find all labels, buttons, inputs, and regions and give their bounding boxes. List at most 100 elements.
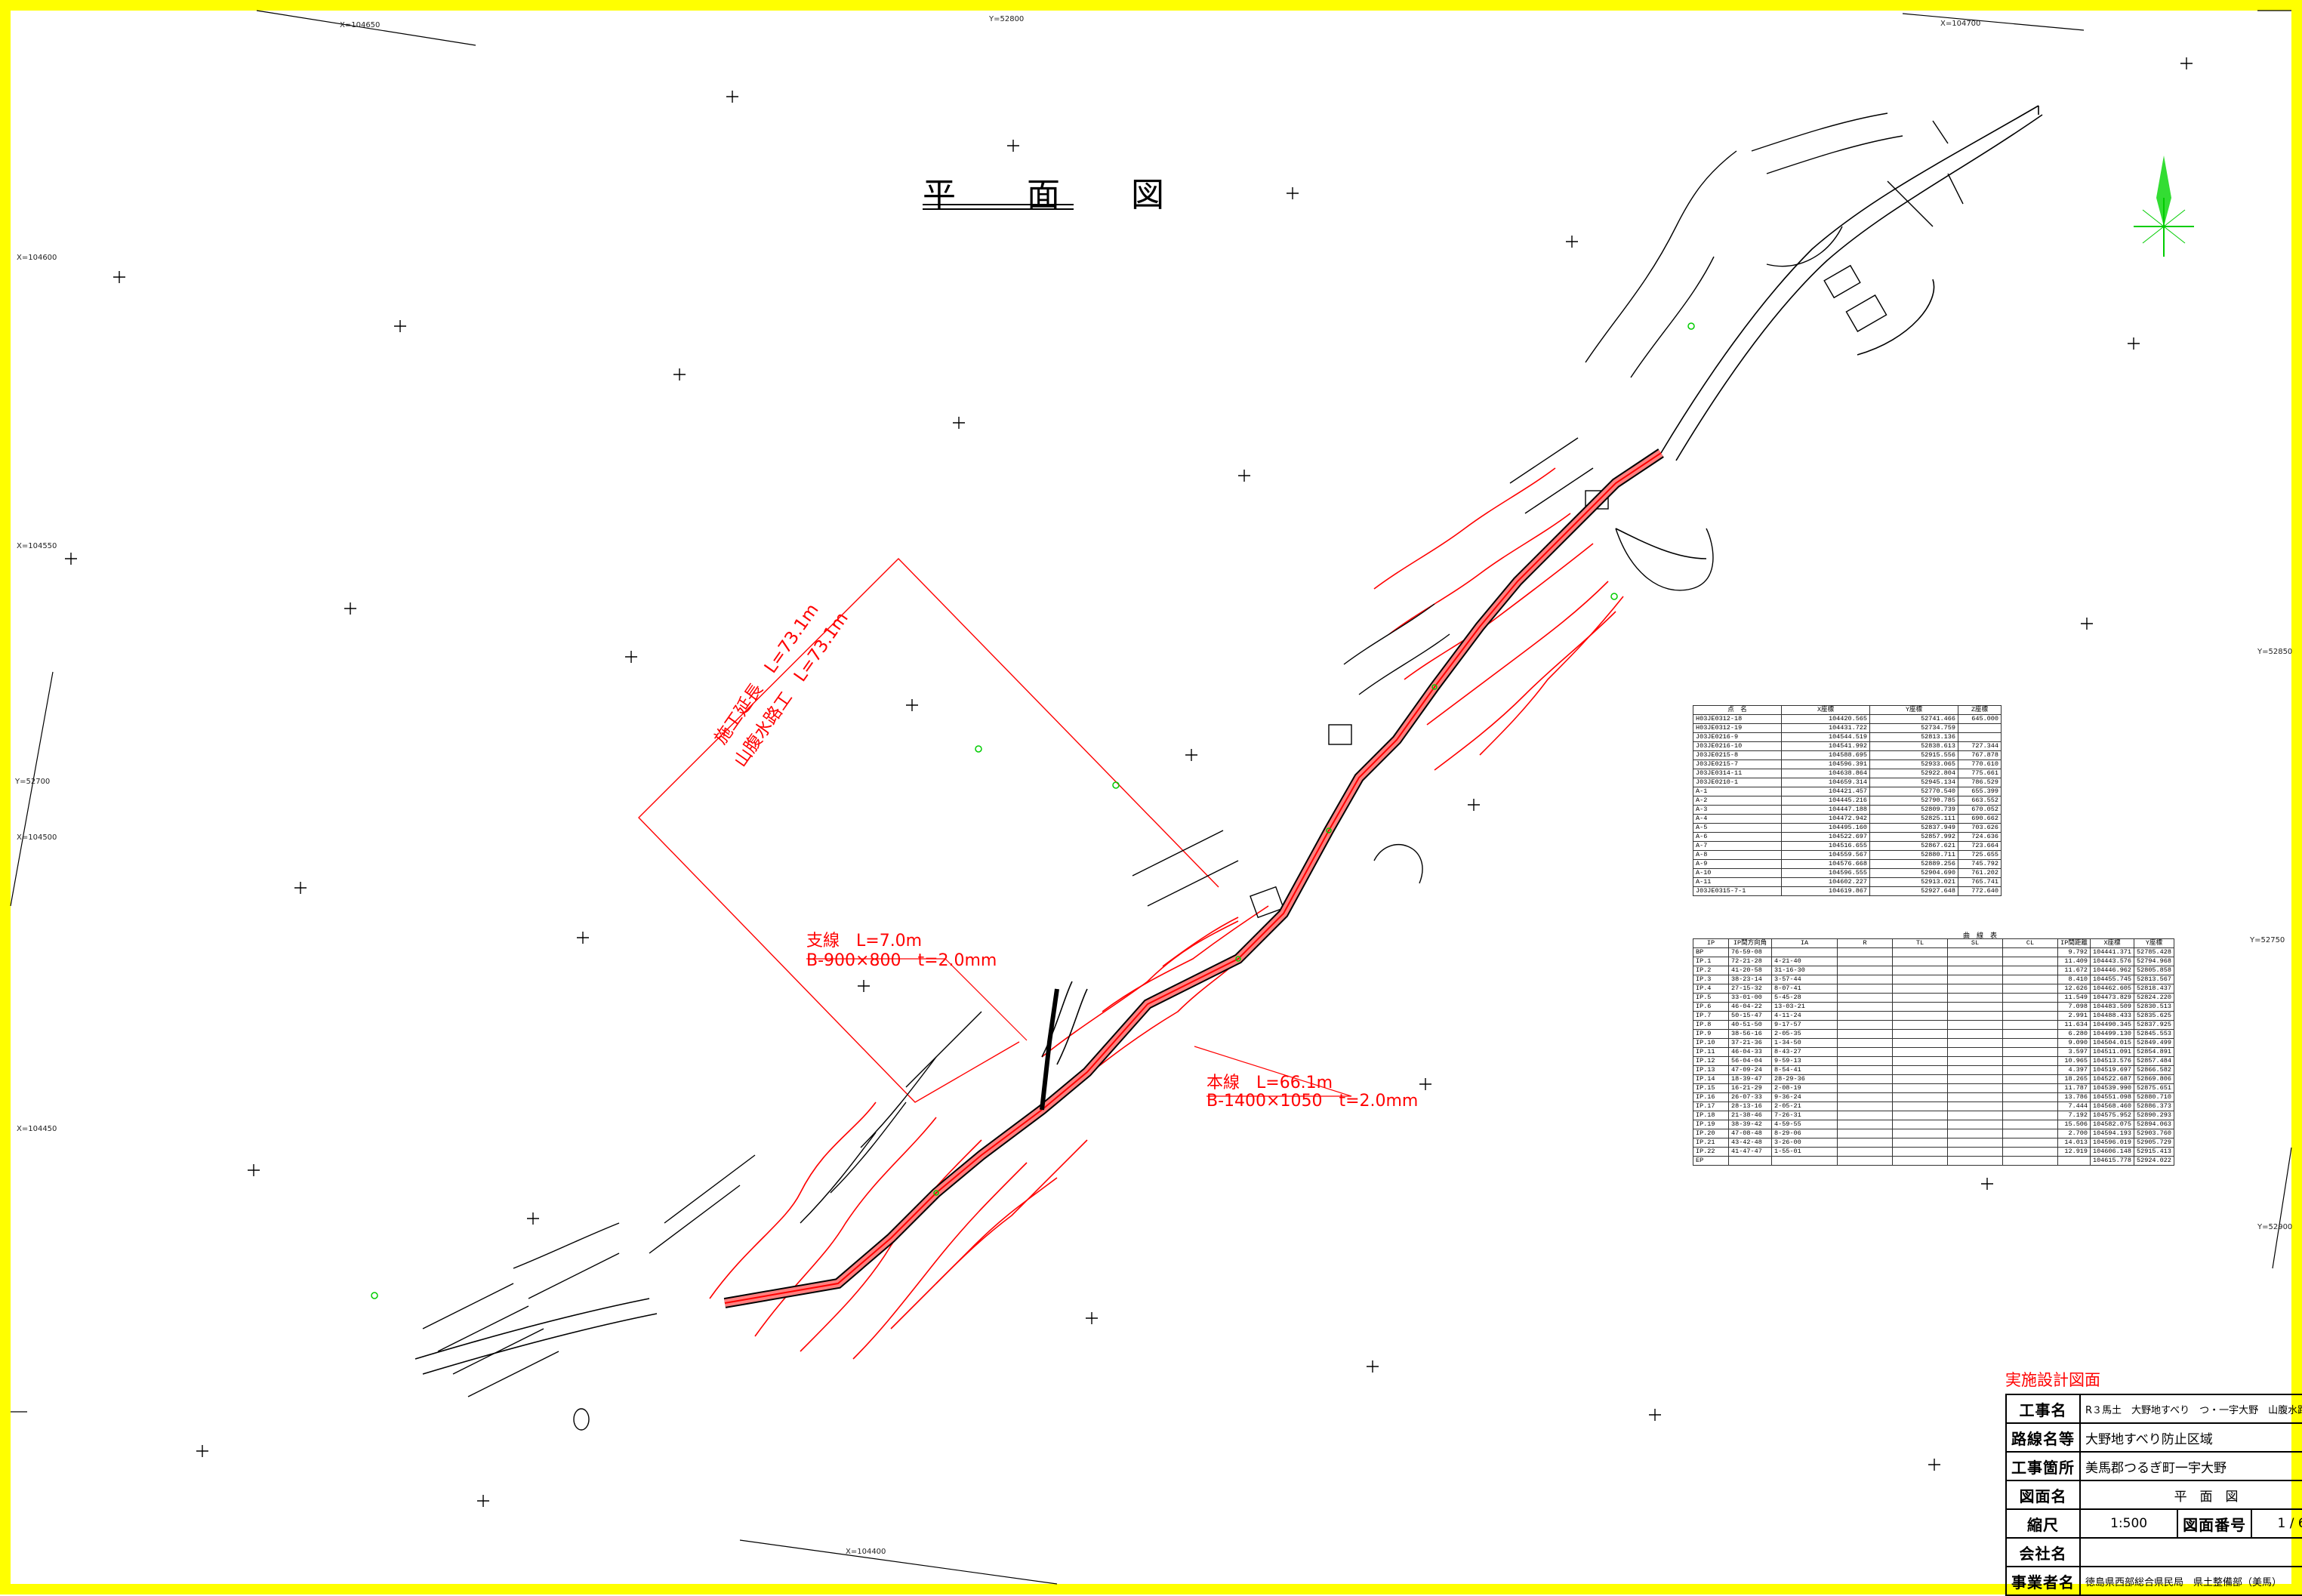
table-cell: 52886.373 [2134,1101,2174,1111]
table-cell [1837,993,1893,1003]
table-cell: A-5 [1693,823,1782,833]
table-cell: A-2 [1693,796,1782,806]
table-cell: 5-45-28 [1771,993,1838,1003]
table-cell: 52830.513 [2134,1002,2174,1012]
table-cell: 4-11-24 [1771,1011,1838,1021]
table-cell [1947,1056,2003,1066]
project-name: R３馬土 大野地すべり つ・一宇大野 山腹水路工事 [2079,1394,2302,1424]
table-row: IP.21 43-42-48 3-26-00 14.013 104596.019 5290… [1693,1138,2174,1148]
table-cell: 1-55-01 [1771,1147,1838,1157]
table-cell [2002,1120,2058,1129]
table-cell: A-8 [1693,850,1782,860]
table-row: IP.16 26-07-33 9-36-24 13.786 104551.098 5288… [1693,1092,2174,1102]
structures [573,264,1888,1431]
table-row: A-5 104495.160 52837.949 703.626 [1693,823,2002,833]
table-cell: 52809.739 [1869,805,1958,815]
table-cell: IP.5 [1693,993,1729,1003]
table-cell [2002,1156,2058,1166]
table-cell: 37-21-36 [1728,1038,1772,1048]
table-row: IP.13 47-09-24 8-54-41 4.397 104519.697 52866… [1693,1065,2174,1075]
title-block-key: 図面番号 [2177,1508,2253,1539]
table-cell: 775.661 [1958,769,2002,778]
table-cell: 104619.867 [1781,886,1870,896]
drawing-number: 1 / 6 [2251,1508,2302,1539]
table-cell: 52904.690 [1869,868,1958,878]
table-cell: 104559.567 [1781,850,1870,860]
table-cell: J03JE0215-8 [1693,750,1782,760]
table-cell [2002,947,2058,957]
table-cell [1892,966,1948,975]
table-cell: A-4 [1693,814,1782,824]
table-cell: 52835.625 [2134,1011,2174,1021]
table-cell: 40-51-50 [1728,1020,1772,1030]
table-cell [2002,1138,2058,1148]
table-row: H03JE0312-18 104420.565 52741.466 645.000 [1693,714,2002,724]
table-cell [1892,1092,1948,1102]
table-cell: 104575.952 [2089,1111,2135,1120]
table-cell: 2.991 [2057,1011,2091,1021]
table-cell [1837,1147,1893,1157]
contour-lines [709,467,1624,1360]
table-cell [1892,1038,1948,1048]
table-cell: 38-56-16 [1728,1029,1772,1039]
table-cell [1771,947,1838,957]
table-cell: 26-07-33 [1728,1092,1772,1102]
table-row: A-6 104522.697 52857.992 724.636 [1693,832,2002,842]
table-cell: 52889.256 [1869,859,1958,869]
table-cell: IP.8 [1693,1020,1729,1030]
table-cell: 46-04-22 [1728,1002,1772,1012]
table-cell: 104483.509 [2089,1002,2135,1012]
table-cell: 104504.015 [2089,1038,2135,1048]
table-cell: 52922.804 [1869,769,1958,778]
road [414,105,2043,1375]
table-row: IP.9 38-56-16 2-05-35 6.280 104499.130 52845.… [1693,1029,2174,1039]
table-cell [2002,1129,2058,1138]
table-cell [1892,1147,1948,1157]
table-row: IP.4 27-15-32 8-07-41 12.626 104462.605 52818… [1693,984,2174,994]
table-cell [1947,1101,2003,1111]
title-block-key: 工事箇所 [2005,1451,2081,1481]
title-block-key: 工事名 [2005,1394,2081,1424]
table-cell [2002,1065,2058,1075]
table-cell [1892,1029,1948,1039]
column-header: TL [1892,938,1948,948]
table-row: A-3 104447.188 52809.739 670.052 [1693,805,2002,815]
table-cell: 52734.759 [1869,723,1958,733]
table-cell: 104495.160 [1781,823,1870,833]
table-cell [1947,984,2003,994]
table-cell: 28-29-36 [1771,1074,1838,1084]
table-cell [1947,1092,2003,1102]
table-cell: 52857.484 [2134,1056,2174,1066]
table-cell: IP.1 [1693,957,1729,966]
table-cell: 52905.729 [2134,1138,2174,1148]
table-cell: 31-16-30 [1771,966,1838,975]
table-cell: 8-07-41 [1771,984,1838,994]
table-cell: IP.2 [1693,966,1729,975]
table-cell: 2-05-35 [1771,1029,1838,1039]
table-cell: 27-15-32 [1728,984,1772,994]
table-row: A-10 104596.555 52904.690 761.202 [1693,868,2002,878]
table-cell [1947,1002,2003,1012]
table-cell: 52894.063 [2134,1120,2174,1129]
column-header: R [1837,938,1893,948]
table-cell: 767.878 [1958,750,2002,760]
table-cell: J03JE0215-7 [1693,759,1782,769]
table-cell: 11.634 [2057,1020,2091,1030]
table-cell: 104568.460 [2089,1101,2135,1111]
table-row: IP.8 40-51-50 9-17-57 11.634 104490.345 52837… [1693,1020,2174,1030]
table-header-row: 点 名 X座標 Y座標 Z座標 [1693,705,2002,715]
table-cell: 690.662 [1958,814,2002,824]
table-cell [1837,957,1893,966]
table-cell: 104443.576 [2089,957,2135,966]
table-cell: 104551.098 [2089,1092,2135,1102]
table-cell [1892,1120,1948,1129]
table-row: IP.17 28-13-16 2-05-21 7.444 104568.460 52886… [1693,1101,2174,1111]
table-cell: IP.6 [1693,1002,1729,1012]
table-row: IP.7 50-15-47 4-11-24 2.991 104488.433 52835.… [1693,1011,2174,1021]
table-cell: 56-04-04 [1728,1056,1772,1066]
table-cell: 104588.695 [1781,750,1870,760]
table-row: IP.22 41-47-47 1-55-01 12.919 104606.148 5291… [1693,1147,2174,1157]
table-cell [1947,1074,2003,1084]
table-cell: 8.410 [2057,975,2091,984]
table-cell [2002,1002,2058,1012]
